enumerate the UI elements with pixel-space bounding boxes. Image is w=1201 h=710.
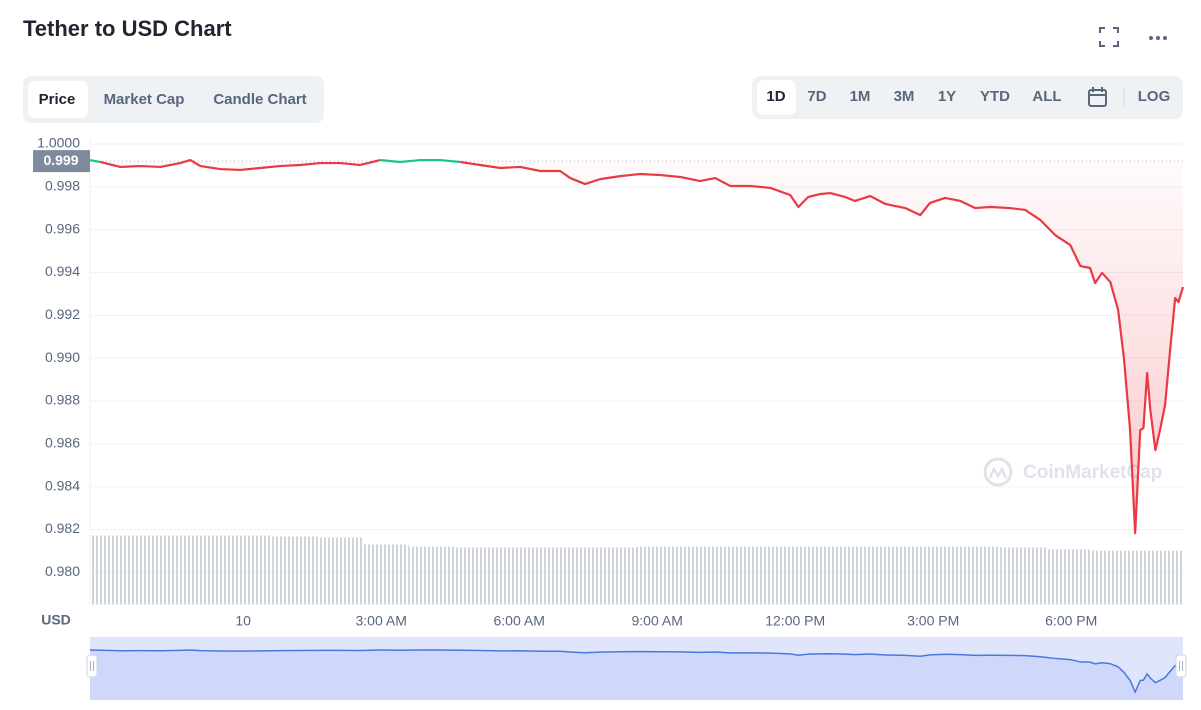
y-tick-label: 0.998 xyxy=(45,178,80,194)
price-line xyxy=(380,158,461,164)
expand-icon[interactable] xyxy=(1099,27,1119,47)
y-tick-label: 0.990 xyxy=(45,349,80,365)
x-tick-label: 12:00 PM xyxy=(765,613,825,629)
volume-bar xyxy=(864,546,910,605)
range[interactable]: 3M xyxy=(894,88,915,105)
tab[interactable]: Market Cap xyxy=(104,91,185,108)
more-icon[interactable] xyxy=(1149,36,1167,40)
watermark-text: CoinMarketCap xyxy=(1023,462,1162,483)
volume-bar xyxy=(955,546,1001,605)
handle-grip xyxy=(90,661,94,671)
x-tick-label: 6:00 AM xyxy=(494,613,545,629)
y-tick-label: 0.994 xyxy=(45,263,80,279)
volume-bar xyxy=(545,547,591,605)
active-range xyxy=(757,80,796,115)
y-tick-label: 0.992 xyxy=(45,306,80,322)
volume-bar xyxy=(727,546,774,605)
volume-bar xyxy=(818,546,865,605)
volume-bar xyxy=(1137,550,1183,605)
volume-bar xyxy=(317,537,364,605)
price-label: 0.999 xyxy=(43,152,78,168)
volume-bar xyxy=(408,546,455,605)
volume-bar xyxy=(272,536,318,605)
x-tick-label: 3:00 PM xyxy=(907,613,959,629)
navigator-area xyxy=(90,650,1183,700)
y-unit-label: USD xyxy=(41,612,71,628)
price-line xyxy=(99,158,381,172)
tab[interactable]: Candle Chart xyxy=(213,91,306,108)
price-line xyxy=(89,158,101,164)
y-tick-label: 0.980 xyxy=(45,563,80,579)
volume-bar xyxy=(135,535,182,605)
volume-bar xyxy=(226,535,273,605)
calendar-icon[interactable] xyxy=(1088,87,1107,107)
volume-bar xyxy=(90,535,136,605)
tab[interactable]: Price xyxy=(39,91,76,108)
y-tick-label: 1.0000 xyxy=(37,135,80,151)
y-tick-label: 0.986 xyxy=(45,435,80,451)
volume-bar xyxy=(1000,547,1047,605)
range[interactable]: 7D xyxy=(807,88,826,105)
range[interactable]: ALL xyxy=(1032,88,1061,105)
volume-bar xyxy=(499,547,546,605)
navigator-handle[interactable] xyxy=(1175,654,1187,678)
x-tick-label: 9:00 AM xyxy=(632,613,683,629)
volume-bar xyxy=(1046,549,1092,605)
y-tick-label: 0.982 xyxy=(45,520,80,536)
x-tick-label: 3:00 AM xyxy=(356,613,407,629)
x-tick-label: 6:00 PM xyxy=(1045,613,1097,629)
volume-bar xyxy=(636,546,683,605)
y-tick-label: 0.984 xyxy=(45,477,80,493)
range-group xyxy=(752,76,1183,119)
volume-bar xyxy=(682,546,728,605)
volume-bar xyxy=(1091,550,1138,605)
volume-bar xyxy=(363,544,409,605)
price-line xyxy=(460,160,1185,535)
range[interactable]: 1M xyxy=(850,88,871,105)
y-tick-label: 0.988 xyxy=(45,392,80,408)
range[interactable]: YTD xyxy=(980,88,1010,105)
navigator-handle[interactable] xyxy=(86,654,98,678)
price-label-box xyxy=(33,150,90,173)
volume-bar xyxy=(181,535,227,605)
active-tab xyxy=(28,81,88,118)
volume-bar xyxy=(909,546,956,605)
range[interactable]: 1D xyxy=(766,88,785,105)
volume-bar xyxy=(590,547,637,605)
volume-bar xyxy=(773,546,819,605)
handle-grip xyxy=(1179,661,1183,671)
log-button[interactable]: LOG xyxy=(1138,88,1171,105)
volume-bar xyxy=(454,547,500,605)
watermark: CoinMarketCap xyxy=(983,457,1162,487)
x-tick-label: 10 xyxy=(235,613,251,629)
y-tick-label: 0.996 xyxy=(45,220,80,236)
tab-group xyxy=(23,76,324,123)
area-fill xyxy=(90,161,1183,534)
title: Tether to USD Chart xyxy=(23,16,232,41)
range[interactable]: 1Y xyxy=(938,88,956,105)
navigator-line xyxy=(89,649,1184,694)
